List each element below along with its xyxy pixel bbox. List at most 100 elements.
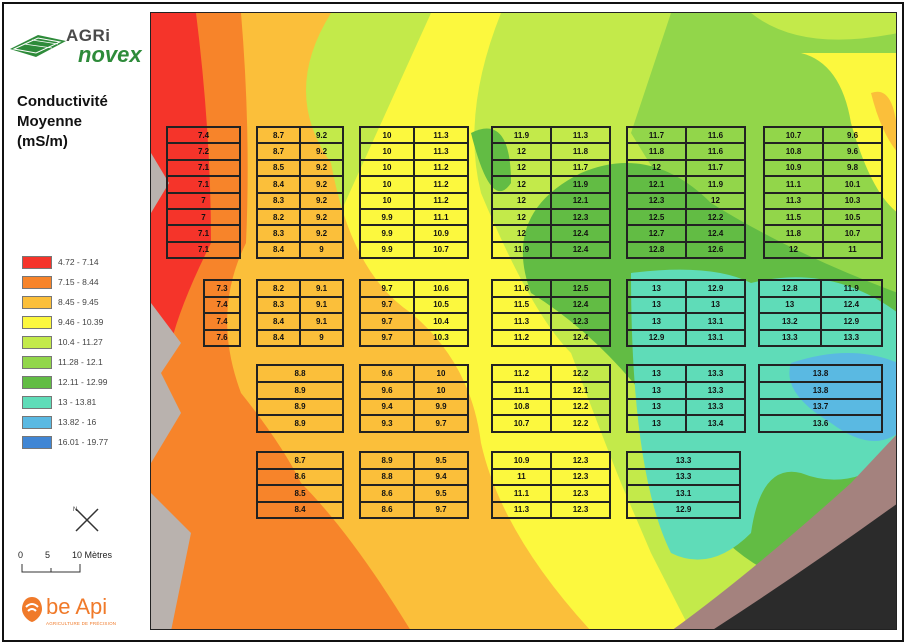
plot-cell[interactable]: 8.9 bbox=[360, 452, 414, 469]
plot-cell[interactable]: 11.2 bbox=[492, 365, 551, 382]
plot-cell[interactable]: 8.8 bbox=[360, 468, 414, 485]
plot-cell[interactable]: 11.6 bbox=[492, 280, 551, 297]
plot-cell[interactable]: 10.6 bbox=[414, 280, 468, 297]
plot-cell[interactable]: 8.4 bbox=[257, 241, 300, 258]
plot-cell[interactable]: 11.3 bbox=[414, 127, 468, 144]
plot-cell[interactable]: 8.7 bbox=[257, 452, 343, 469]
plot-cell[interactable]: 12.7 bbox=[627, 225, 686, 242]
plot-cell[interactable]: 9.5 bbox=[414, 485, 468, 502]
plot-cell[interactable]: 12.5 bbox=[627, 208, 686, 226]
plot-cell[interactable]: 11.3 bbox=[764, 192, 823, 209]
plot-cell[interactable]: 13.3 bbox=[820, 329, 882, 346]
plot-cell[interactable]: 10.9 bbox=[492, 452, 551, 469]
plot-cell[interactable]: 12.2 bbox=[551, 365, 610, 382]
plot-cell[interactable]: 12.9 bbox=[627, 329, 686, 346]
plot-cell[interactable]: 11.8 bbox=[551, 143, 610, 160]
plot-cell[interactable]: 10 bbox=[360, 159, 414, 177]
plot-cell[interactable]: 8.3 bbox=[257, 225, 300, 242]
plot-cell[interactable]: 9.7 bbox=[360, 313, 414, 330]
plot-cell[interactable]: 11.6 bbox=[686, 127, 745, 144]
plot-cell[interactable]: 8.2 bbox=[257, 208, 300, 226]
plot-cell[interactable]: 11.9 bbox=[551, 176, 610, 193]
plot-cell[interactable]: 11.2 bbox=[414, 176, 468, 193]
plot-cell[interactable]: 9.9 bbox=[360, 241, 414, 258]
plot-cell[interactable]: 8.5 bbox=[257, 485, 343, 502]
plot-cell[interactable]: 12 bbox=[492, 176, 551, 193]
plot-cell[interactable]: 13.7 bbox=[759, 398, 882, 416]
plot-cell[interactable]: 8.6 bbox=[257, 468, 343, 485]
plot-cell[interactable]: 12.3 bbox=[551, 468, 610, 485]
plot-cell[interactable]: 10 bbox=[414, 365, 468, 382]
plot-cell[interactable]: 8.4 bbox=[257, 329, 300, 346]
plot-cell[interactable]: 11.3 bbox=[492, 501, 551, 518]
plot-cell[interactable]: 11.6 bbox=[686, 143, 745, 160]
plot-cell[interactable]: 9.6 bbox=[360, 365, 414, 382]
plot-cell[interactable]: 11.9 bbox=[492, 127, 551, 144]
plot-cell[interactable]: 9.9 bbox=[360, 208, 414, 226]
plot-cell[interactable]: 10 bbox=[360, 143, 414, 160]
plot-cell[interactable]: 12.2 bbox=[551, 415, 610, 432]
plot-cell[interactable]: 11.9 bbox=[686, 176, 745, 193]
plot-cell[interactable]: 9.9 bbox=[414, 398, 468, 416]
plot-cell[interactable]: 12.3 bbox=[551, 485, 610, 502]
plot-cell[interactable]: 13.1 bbox=[686, 329, 745, 346]
plot-cell[interactable]: 10.5 bbox=[414, 296, 468, 313]
plot-cell[interactable]: 9.7 bbox=[414, 415, 468, 432]
plot-cell[interactable]: 13 bbox=[627, 280, 686, 297]
plot-cell[interactable]: 11.3 bbox=[551, 127, 610, 144]
plot-cell[interactable]: 9.6 bbox=[360, 381, 414, 399]
plot-cell[interactable]: 13 bbox=[627, 365, 686, 382]
plot-cell[interactable]: 12.4 bbox=[551, 241, 610, 258]
plot-cell[interactable]: 9.7 bbox=[360, 296, 414, 313]
plot-cell[interactable]: 9.1 bbox=[300, 280, 343, 297]
plot-cell[interactable]: 10.1 bbox=[823, 176, 882, 193]
plot-cell[interactable]: 11.2 bbox=[414, 159, 468, 177]
plot-cell[interactable]: 7.4 bbox=[204, 313, 240, 330]
plot-cell[interactable]: 9.3 bbox=[360, 415, 414, 432]
plot-cell[interactable]: 13 bbox=[627, 313, 686, 330]
plot-cell[interactable]: 12.8 bbox=[759, 280, 821, 297]
plot-cell[interactable]: 8.4 bbox=[257, 313, 300, 330]
plot-cell[interactable]: 9.2 bbox=[300, 127, 343, 144]
conductivity-map[interactable]: 7.4 7.2 7.1 7.1 7 7 7.1 7.1 8.7 9.2 8.7 9.2 8.5 9.2 8.… bbox=[150, 12, 897, 630]
plot-cell[interactable]: 9.4 bbox=[360, 398, 414, 416]
plot-cell[interactable]: 13.8 bbox=[759, 381, 882, 399]
plot-cell[interactable]: 13.3 bbox=[759, 329, 821, 346]
plot-cell[interactable]: 13 bbox=[759, 296, 821, 313]
plot-cell[interactable]: 10.3 bbox=[823, 192, 882, 209]
plot-cell[interactable]: 12.3 bbox=[551, 501, 610, 518]
plot-cell[interactable]: 11.1 bbox=[492, 381, 551, 399]
plot-cell[interactable]: 12.3 bbox=[551, 452, 610, 469]
plot-cell[interactable]: 12.4 bbox=[551, 329, 610, 346]
plot-cell[interactable]: 12 bbox=[492, 208, 551, 226]
plot-cell[interactable]: 12.4 bbox=[686, 225, 745, 242]
plot-cell[interactable]: 12.8 bbox=[627, 241, 686, 258]
plot-cell[interactable]: 12.4 bbox=[551, 296, 610, 313]
plot-cell[interactable]: 8.6 bbox=[360, 485, 414, 502]
plot-cell[interactable]: 9.7 bbox=[360, 329, 414, 346]
plot-cell[interactable]: 7.1 bbox=[167, 225, 240, 242]
plot-cell[interactable]: 9 bbox=[300, 241, 343, 258]
plot-cell[interactable]: 13.1 bbox=[686, 313, 745, 330]
plot-cell[interactable]: 9.6 bbox=[823, 127, 882, 144]
plot-cell[interactable]: 12 bbox=[627, 159, 686, 177]
plot-cell[interactable]: 11.5 bbox=[764, 208, 823, 226]
plot-cell[interactable]: 9.7 bbox=[414, 501, 468, 518]
plot-cell[interactable]: 7.6 bbox=[204, 329, 240, 346]
plot-cell[interactable]: 8.5 bbox=[257, 159, 300, 177]
plot-cell[interactable]: 8.9 bbox=[257, 415, 343, 432]
plot-cell[interactable]: 7 bbox=[167, 192, 240, 209]
plot-cell[interactable]: 9.2 bbox=[300, 208, 343, 226]
plot-cell[interactable]: 9.1 bbox=[300, 313, 343, 330]
plot-cell[interactable]: 12 bbox=[686, 192, 745, 209]
plot-cell[interactable]: 10.8 bbox=[764, 143, 823, 160]
plot-cell[interactable]: 12 bbox=[492, 143, 551, 160]
plot-cell[interactable]: 10.8 bbox=[492, 398, 551, 416]
plot-cell[interactable]: 13.3 bbox=[627, 468, 740, 485]
plot-cell[interactable]: 11.1 bbox=[414, 208, 468, 226]
plot-cell[interactable]: 9.6 bbox=[823, 143, 882, 160]
plot-cell[interactable]: 12.2 bbox=[551, 398, 610, 416]
plot-cell[interactable]: 11.2 bbox=[492, 329, 551, 346]
plot-cell[interactable]: 9.8 bbox=[823, 159, 882, 177]
plot-cell[interactable]: 8.7 bbox=[257, 127, 300, 144]
